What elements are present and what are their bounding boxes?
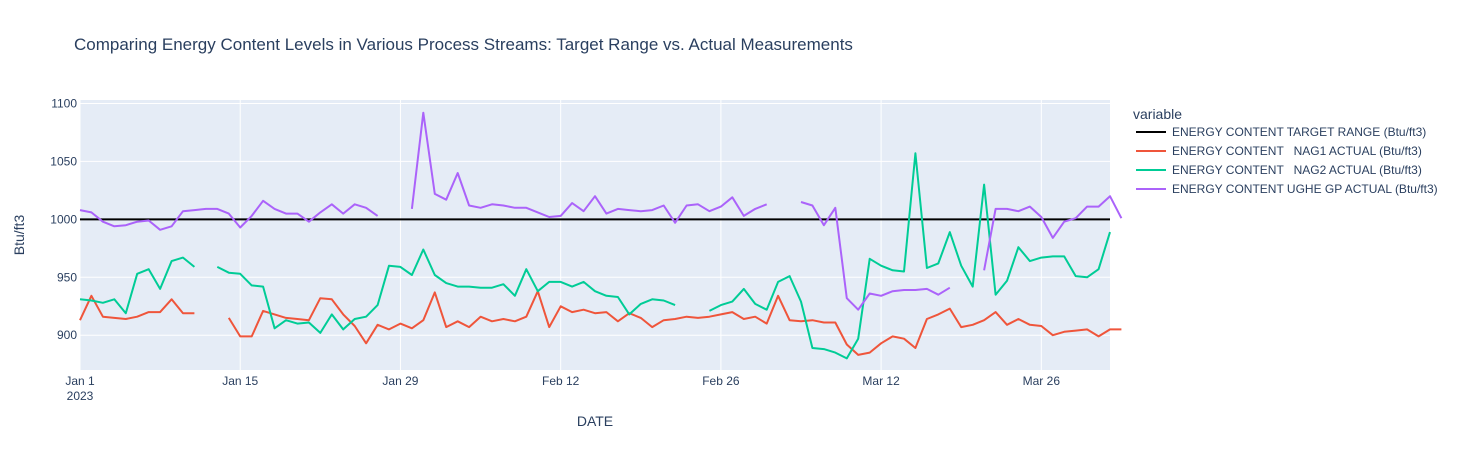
chart-title: Comparing Energy Content Levels in Vario…	[74, 35, 853, 54]
series-line-4	[79, 111, 1123, 311]
x-tick-year-label: 2023	[67, 389, 94, 403]
y-axis-title: Btu/ft3	[11, 215, 27, 256]
x-tick-label: Jan 1	[65, 374, 95, 388]
y-tick-labels: 900 950 1000 1050 1100	[50, 96, 77, 342]
series-line-3	[79, 152, 1111, 360]
legend-item[interactable]: ENERGY CONTENT NAG2 ACTUAL (Btu/ft3)	[1136, 163, 1422, 177]
legend-label: ENERGY CONTENT TARGET RANGE (Btu/ft3)	[1172, 125, 1426, 139]
x-tick-label: Jan 29	[382, 374, 418, 388]
legend[interactable]: variable ENERGY CONTENT TARGET RANGE (Bt…	[1133, 106, 1438, 196]
legend-item[interactable]: ENERGY CONTENT UGHE GP ACTUAL (Btu/ft3)	[1136, 182, 1438, 196]
series-layer	[79, 111, 1123, 360]
legend-label: ENERGY CONTENT UGHE GP ACTUAL (Btu/ft3)	[1172, 182, 1438, 196]
x-tick-label: Mar 26	[1023, 374, 1061, 388]
y-tick-label: 1050	[50, 154, 77, 168]
legend-item[interactable]: ENERGY CONTENT NAG1 ACTUAL (Btu/ft3)	[1136, 144, 1422, 158]
x-tick-label: Jan 15	[222, 374, 258, 388]
x-tick-label: Feb 12	[542, 374, 580, 388]
legend-item[interactable]: ENERGY CONTENT TARGET RANGE (Btu/ft3)	[1136, 125, 1426, 139]
y-tick-label: 1000	[50, 212, 77, 226]
legend-label: ENERGY CONTENT NAG2 ACTUAL (Btu/ft3)	[1172, 163, 1422, 177]
y-tick-label: 950	[57, 270, 77, 284]
x-axis-title: DATE	[577, 413, 613, 429]
y-tick-label: 900	[57, 328, 77, 342]
x-tick-labels: Jan 1 Jan 15 Jan 29 Feb 12 Feb 26 Mar 12 Mar 2…	[65, 374, 1060, 403]
x-tick-label: Mar 12	[862, 374, 900, 388]
series-line-2	[79, 290, 1122, 356]
legend-label: ENERGY CONTENT NAG1 ACTUAL (Btu/ft3)	[1172, 144, 1422, 158]
legend-title: variable	[1133, 106, 1182, 122]
x-tick-label: Feb 26	[702, 374, 740, 388]
y-tick-label: 1100	[51, 96, 77, 110]
plot-area	[80, 100, 1110, 370]
